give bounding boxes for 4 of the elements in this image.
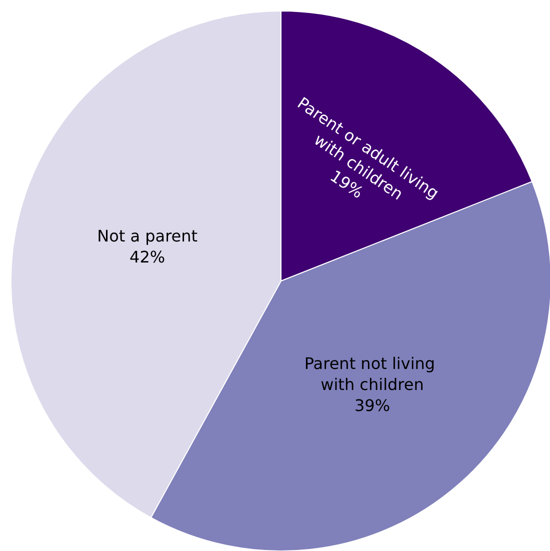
data-label: 39%	[354, 396, 390, 416]
data-label: 42%	[130, 248, 166, 267]
slice-label: Parent not living with children	[304, 354, 440, 394]
slice-label: Not a parent	[97, 226, 198, 246]
